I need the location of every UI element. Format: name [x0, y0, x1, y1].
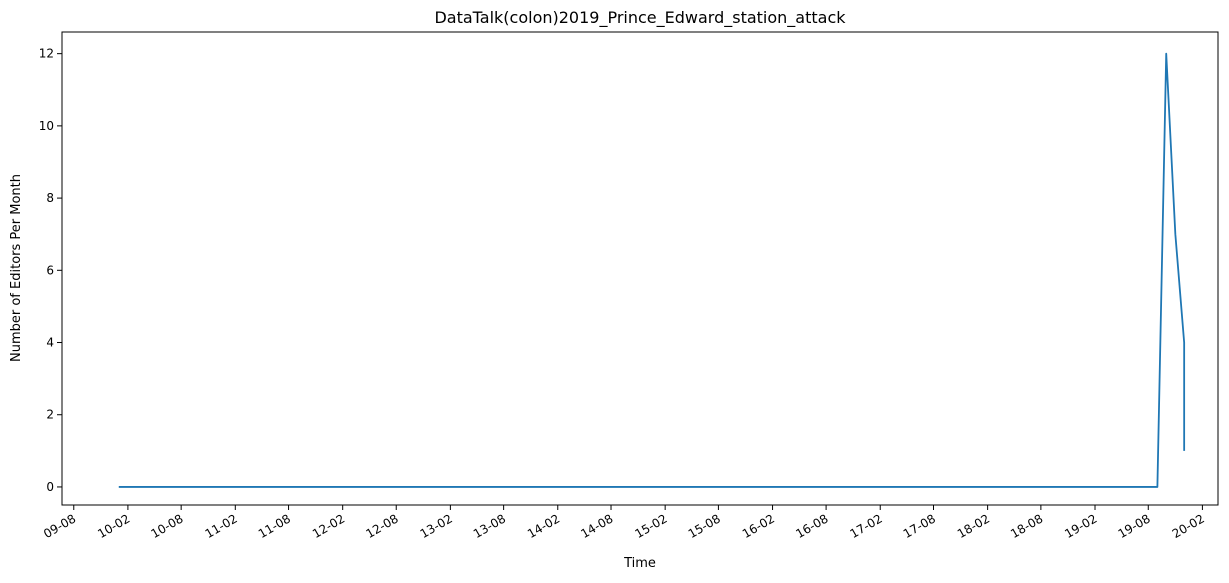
plot-background [62, 32, 1218, 505]
series-layer [118, 52, 1186, 488]
x-axis: 09-08 10-02 10-08 11-02 11-08 12-02 12-08 13-02… [41, 505, 1207, 541]
x-tick-label: 12-08 [364, 511, 401, 541]
x-tick-label: 11-02 [203, 511, 240, 541]
x-tick-label: 20-02 [1170, 511, 1207, 541]
series-line [118, 52, 1186, 488]
y-axis-label: Number of Editors Per Month [9, 174, 24, 362]
x-tick-label: 12-02 [310, 511, 347, 541]
x-axis-label: Time [623, 556, 656, 571]
y-tick-label: 10 [39, 119, 54, 133]
chart-title: DataTalk(colon)2019_Prince_Edward_statio… [434, 8, 846, 28]
x-tick-label: 17-02 [848, 511, 885, 541]
y-tick-label: 2 [46, 408, 54, 422]
x-tick-label: 10-08 [148, 511, 185, 541]
x-tick-label: 18-02 [955, 511, 992, 541]
x-tick-label: 10-02 [95, 511, 132, 541]
x-tick-label: 19-02 [1062, 511, 1099, 541]
x-tick-label: 16-02 [740, 511, 777, 541]
x-tick-label: 16-08 [793, 511, 830, 541]
x-tick-label: 15-02 [632, 511, 669, 541]
y-tick-label: 0 [46, 480, 54, 494]
y-axis: 0 2 4 6 8 10 12 [39, 47, 62, 494]
x-tick-label: 17-08 [901, 511, 938, 541]
y-tick-label: 12 [39, 47, 54, 61]
x-tick-label: 19-08 [1116, 511, 1153, 541]
y-tick-label: 4 [46, 336, 54, 350]
x-tick-label: 14-08 [578, 511, 615, 541]
x-tick-label: 14-02 [525, 511, 562, 541]
x-tick-label: 18-08 [1008, 511, 1045, 541]
x-tick-label: 11-08 [256, 511, 293, 541]
x-tick-label: 09-08 [41, 511, 78, 541]
x-tick-label: 15-08 [686, 511, 723, 541]
x-tick-label: 13-02 [418, 511, 455, 541]
plot-frame [61, 31, 1219, 506]
x-tick-label: 13-08 [471, 511, 508, 541]
y-tick-label: 8 [46, 191, 54, 205]
y-tick-label: 6 [46, 263, 54, 277]
